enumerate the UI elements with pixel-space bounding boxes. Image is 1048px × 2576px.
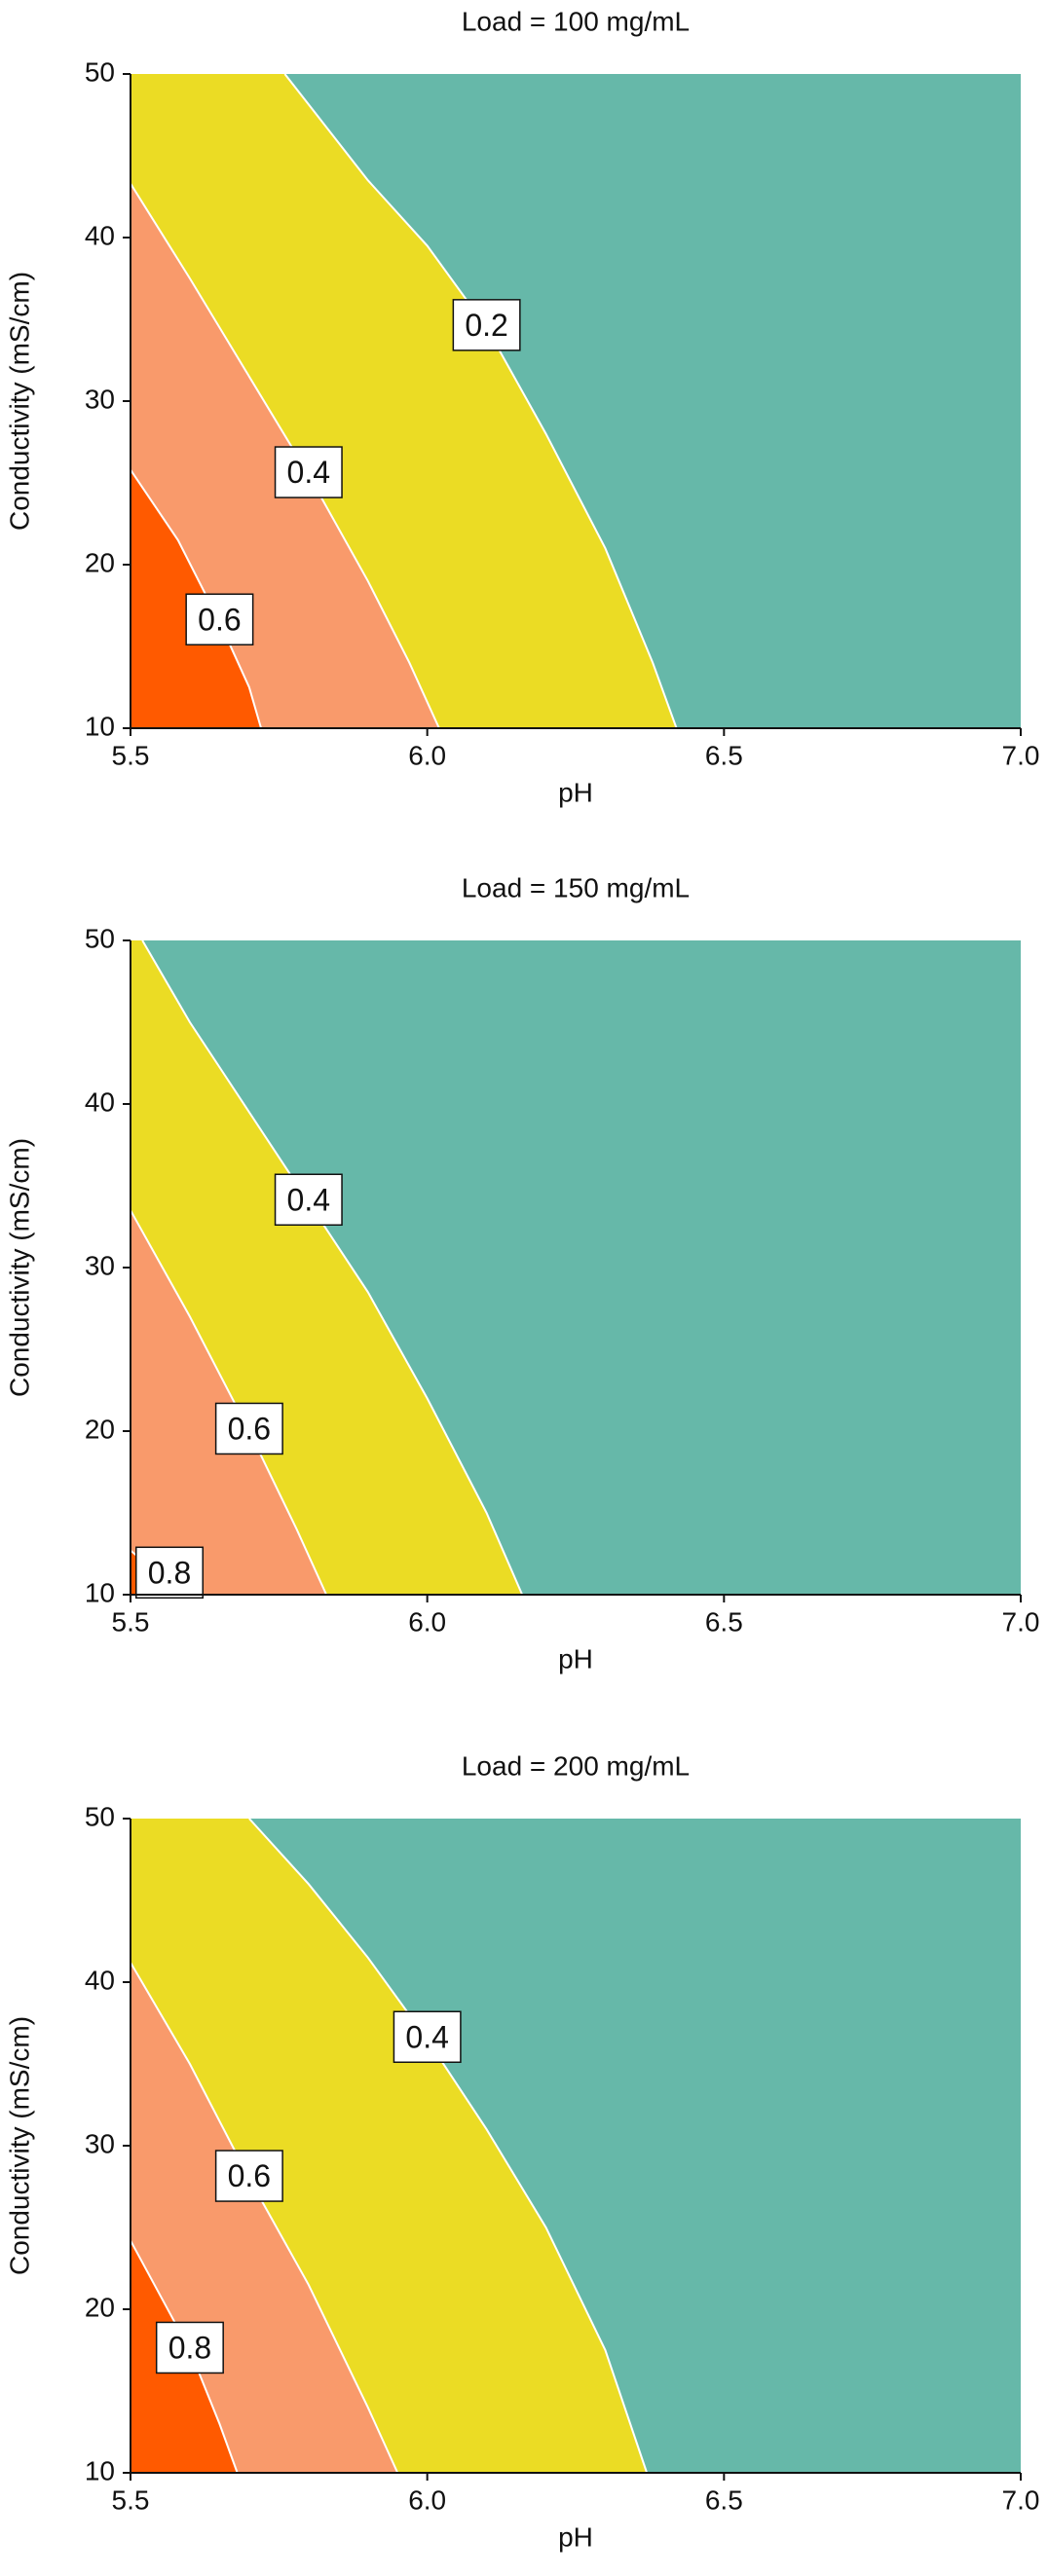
y-tick-label: 20 <box>85 1414 115 1444</box>
contour-line <box>130 2239 239 2474</box>
x-tick-label: 6.5 <box>705 740 743 770</box>
x-tick-label: 5.5 <box>112 740 150 770</box>
y-axis-label: Conductivity (mS/cm) <box>4 272 34 531</box>
contour-label: 0.4 <box>287 1182 330 1217</box>
y-tick-label: 10 <box>85 1577 115 1607</box>
contour-panel: Load = 100 mg/mL 0.2 0.4 0.6 5.5 6.0 6.5 7.0 10 2… <box>4 6 1039 807</box>
contour-line <box>248 1818 649 2474</box>
band <box>131 940 327 1595</box>
contour-line <box>283 73 678 729</box>
x-tick-label: 7.0 <box>1002 1606 1040 1637</box>
contour-line <box>130 1962 399 2474</box>
x-tick-label: 7.0 <box>1002 2484 1040 2515</box>
y-tick-label: 50 <box>85 1801 115 1831</box>
x-tick-label: 6.5 <box>705 1606 743 1637</box>
x-axis-label: pH <box>558 2521 593 2552</box>
contour-label-box <box>214 1402 283 1455</box>
contour-label: 0.6 <box>198 602 241 637</box>
contour-label-box <box>155 2321 224 2374</box>
chart-title: Load = 100 mg/mL <box>462 6 690 36</box>
x-axis-label: pH <box>558 1643 593 1674</box>
contour-label: 0.6 <box>228 1411 271 1446</box>
y-tick-label: 10 <box>85 2455 115 2485</box>
x-axis-label: pH <box>558 777 593 807</box>
contour-label-box <box>274 446 343 498</box>
contour-label: 0.6 <box>228 2158 271 2193</box>
contour-label: 0.4 <box>287 455 330 490</box>
contour-label-box <box>135 1546 204 1600</box>
contour-panel: Load = 200 mg/mL 0.4 0.6 0.8 5.5 6.0 6.5 7.0 10 2… <box>4 1750 1039 2552</box>
y-tick-label: 40 <box>85 1965 115 1995</box>
y-tick-label: 50 <box>85 923 115 953</box>
y-tick-label: 20 <box>85 547 115 577</box>
contour-label: 0.8 <box>168 2330 211 2365</box>
y-axis-label: Conductivity (mS/cm) <box>4 2016 34 2275</box>
y-tick-label: 30 <box>85 384 115 414</box>
y-axis-label: Conductivity (mS/cm) <box>4 1138 34 1397</box>
contour-label-box <box>393 2010 462 2064</box>
band <box>131 1819 398 2473</box>
y-tick-label: 10 <box>85 711 115 741</box>
x-tick-label: 6.0 <box>408 1606 446 1637</box>
y-tick-label: 30 <box>85 1250 115 1280</box>
x-tick-label: 5.5 <box>112 2484 150 2515</box>
contour-label-box <box>452 299 521 351</box>
y-tick-label: 40 <box>85 1086 115 1117</box>
y-tick-label: 40 <box>85 220 115 250</box>
contour-label-box <box>185 593 254 646</box>
chart-title: Load = 150 mg/mL <box>462 872 690 902</box>
contour-panel: Load = 150 mg/mL 0.4 0.6 0.8 5.5 6.0 6.5 7.0 10 2… <box>4 872 1039 1674</box>
band <box>131 1819 238 2473</box>
contour-label: 0.4 <box>405 2019 448 2054</box>
contour-label: 0.2 <box>465 308 507 343</box>
y-tick-label: 50 <box>85 56 115 87</box>
x-tick-label: 5.5 <box>112 1606 150 1637</box>
chart-title: Load = 200 mg/mL <box>462 1750 690 1781</box>
x-tick-label: 6.5 <box>705 2484 743 2515</box>
contour-line <box>141 939 524 1596</box>
contour-label-box <box>214 2150 283 2202</box>
y-tick-label: 20 <box>85 2292 115 2322</box>
x-tick-label: 6.0 <box>408 740 446 770</box>
x-tick-label: 6.0 <box>408 2484 446 2515</box>
band <box>131 74 439 728</box>
x-tick-label: 7.0 <box>1002 740 1040 770</box>
contour-label-box <box>274 1173 343 1227</box>
y-tick-label: 30 <box>85 2128 115 2158</box>
contour-label: 0.8 <box>148 1555 191 1590</box>
band <box>131 74 262 728</box>
